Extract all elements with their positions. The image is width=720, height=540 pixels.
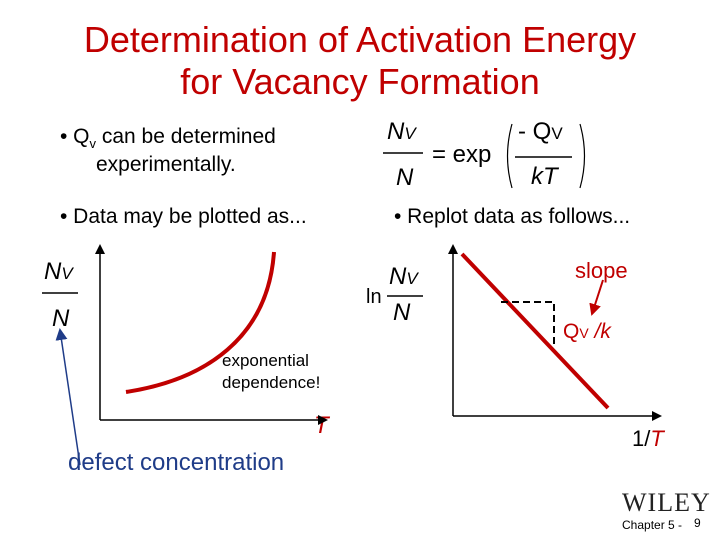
slope-value: QV /k [563,320,611,343]
equation-rhs-numerator: - QV [518,118,563,145]
page-title-line2: for Vacancy Formation [180,61,540,102]
right-ylabel-denominator: N [393,299,411,326]
left-ylabel-numerator: NV [44,258,73,285]
bullet-replot: • Replot data as follows... [394,205,631,228]
defect-callout-arrow [55,328,81,466]
right-ylabel-numerator: NV [389,263,418,290]
equation-right-bracket [579,123,586,189]
slope-callout-arrow [589,279,604,316]
bullet-plot: • Data may be plotted as... [60,205,307,228]
left-ylabel-denominator: N [52,305,70,332]
bullet-qv: • Qv can be determined [60,125,276,152]
wiley-logo: WILEY [622,488,711,517]
equation-exp: = exp [432,141,492,168]
page-title-line1: Determination of Activation Energy [83,19,637,60]
equation-lhs-numerator: NV [387,118,416,145]
defect-concentration-callout: defect concentration [68,449,285,476]
right-xlabel: 1/T [632,426,664,451]
page-number: 9 [694,516,701,530]
exponential-curve [125,251,276,394]
linear-fit-line [460,252,610,410]
slope-triangle [501,301,555,347]
equation-lhs-denominator: N [396,164,414,191]
exponential-annotation: exponential dependence! [222,351,321,392]
equation-left-bracket [506,123,513,189]
slope-label: slope [575,258,628,283]
right-ylabel-ln: ln [366,286,382,308]
equation-rhs-denominator: kT [531,163,558,190]
bullet-qv-line2: experimentally. [96,153,236,176]
chapter-label: Chapter 5 - [622,518,683,532]
